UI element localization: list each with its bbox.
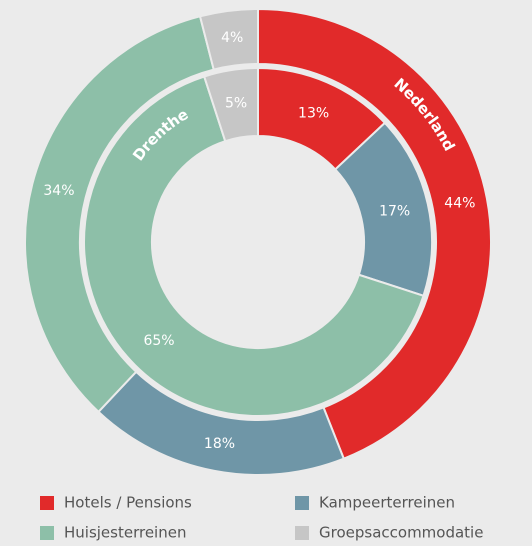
legend-label: Groepsaccommodatie [319,524,483,542]
legend-label: Hotels / Pensions [64,494,192,512]
value-label: 65% [143,333,174,349]
value-label: 5% [225,96,247,112]
value-label: 4% [221,30,243,46]
legend-swatch [295,496,309,510]
slice [202,66,259,143]
slice [257,7,492,460]
legend-label: Huisjesterreinen [64,524,186,542]
value-label: 44% [444,195,475,211]
slice [24,15,215,414]
legend: Hotels / Pensions Kampeerterreinen Huisjes… [40,494,483,542]
slice [83,75,425,417]
value-label: 13% [298,106,329,122]
legend-swatch [40,496,54,510]
slice [198,7,259,71]
value-label: 17% [379,203,410,219]
rings [24,7,492,476]
legend-swatch [40,526,54,540]
legend-label: Kampeerterreinen [319,494,455,512]
value-label: 34% [43,183,74,199]
legend-swatch [295,526,309,540]
value-label: 18% [204,436,235,452]
